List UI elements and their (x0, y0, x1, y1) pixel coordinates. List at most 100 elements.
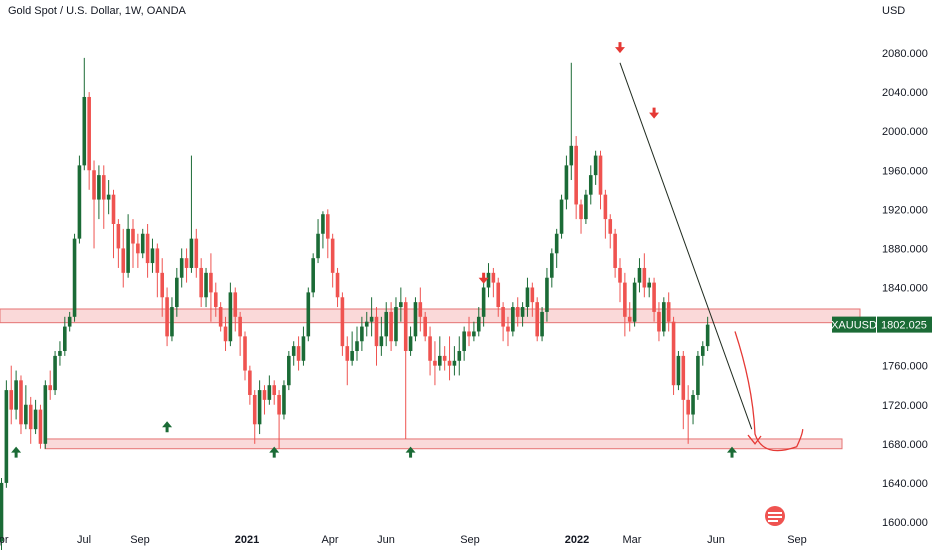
candle-body[interactable] (647, 282, 652, 288)
candle-body[interactable] (662, 302, 666, 332)
candle-body[interactable] (428, 336, 432, 361)
candle-body[interactable] (170, 307, 174, 337)
candle-body[interactable] (350, 351, 354, 361)
candle-body[interactable] (579, 204, 583, 220)
projection-path[interactable] (734, 331, 804, 452)
candle-body[interactable] (423, 316, 427, 337)
candle-body[interactable] (608, 219, 613, 234)
candle-body[interactable] (598, 155, 603, 195)
candle-body[interactable] (277, 394, 281, 415)
candle-body[interactable] (252, 394, 257, 425)
candle-body[interactable] (213, 292, 218, 308)
candle-body[interactable] (525, 287, 530, 308)
candle-body[interactable] (501, 307, 505, 327)
candle-body[interactable] (136, 243, 140, 254)
candle-body[interactable] (140, 233, 145, 254)
candle-body[interactable] (301, 336, 306, 361)
candle-body[interactable] (19, 380, 23, 425)
candle-body[interactable] (418, 302, 423, 317)
candle-body[interactable] (671, 321, 676, 386)
candle-body[interactable] (652, 282, 656, 312)
candle-body[interactable] (321, 214, 325, 234)
candle-body[interactable] (394, 307, 398, 342)
candle-body[interactable] (87, 96, 91, 171)
candle-body[interactable] (623, 282, 627, 317)
candle-body[interactable] (48, 385, 52, 391)
tradingview-logo[interactable] (765, 506, 785, 526)
candle-body[interactable] (233, 292, 238, 317)
candle-body[interactable] (4, 390, 9, 483)
candle-body[interactable] (457, 351, 462, 361)
candle-body[interactable] (379, 336, 384, 347)
candle-body[interactable] (700, 346, 705, 356)
candle-body[interactable] (496, 282, 501, 308)
candle-body[interactable] (340, 297, 345, 347)
candle-body[interactable] (408, 336, 413, 352)
candle-body[interactable] (413, 302, 418, 337)
candle-body[interactable] (452, 360, 457, 366)
candle-body[interactable] (287, 355, 291, 386)
candle-body[interactable] (175, 277, 179, 308)
candle-body[interactable] (311, 258, 315, 293)
candle-body[interactable] (330, 238, 335, 273)
candle-body[interactable] (150, 248, 155, 264)
candle-body[interactable] (335, 272, 340, 298)
candle-body[interactable] (209, 272, 213, 293)
candle-body[interactable] (243, 336, 247, 371)
candle-body[interactable] (262, 390, 267, 400)
candle-body[interactable] (613, 233, 617, 268)
candle-body[interactable] (564, 165, 569, 200)
candle-body[interactable] (476, 316, 481, 332)
candle-body[interactable] (355, 341, 359, 352)
candle-body[interactable] (145, 233, 150, 264)
candle-body[interactable] (184, 258, 189, 268)
candle-body[interactable] (28, 404, 33, 430)
candle-body[interactable] (438, 355, 442, 366)
candle-body[interactable] (316, 233, 320, 259)
candle-body[interactable] (559, 199, 564, 234)
candle-body[interactable] (574, 145, 578, 205)
candle-body[interactable] (369, 316, 374, 322)
candle-body[interactable] (686, 399, 690, 415)
candle-body[interactable] (584, 194, 588, 220)
candle-body[interactable] (666, 302, 671, 322)
candle-body[interactable] (481, 287, 486, 317)
candle-body[interactable] (238, 316, 242, 337)
candle-body[interactable] (550, 253, 554, 278)
candle-body[interactable] (228, 292, 233, 342)
candle-body[interactable] (374, 316, 379, 347)
candle-body[interactable] (82, 96, 87, 166)
candle-body[interactable] (627, 316, 632, 322)
candle-body[interactable] (97, 175, 101, 200)
candle-body[interactable] (53, 355, 57, 391)
candle-body[interactable] (676, 355, 681, 386)
candle-body[interactable] (657, 311, 661, 332)
candle-body[interactable] (486, 272, 491, 288)
candle-body[interactable] (593, 155, 598, 176)
candle-body[interactable] (179, 258, 184, 278)
candle-body[interactable] (160, 272, 165, 298)
candle-body[interactable] (472, 331, 476, 337)
candle-body[interactable] (0, 482, 4, 542)
candle-body[interactable] (325, 214, 330, 239)
candle-body[interactable] (111, 194, 116, 224)
candle-body[interactable] (530, 287, 535, 303)
candle-body[interactable] (364, 321, 369, 327)
candle-body[interactable] (403, 302, 408, 352)
candle-body[interactable] (637, 267, 642, 283)
candle-body[interactable] (554, 233, 559, 254)
candle-body[interactable] (399, 302, 403, 308)
candle-body[interactable] (569, 145, 574, 166)
candle-body[interactable] (520, 307, 525, 317)
candle-body[interactable] (38, 409, 43, 444)
candle-body[interactable] (511, 307, 515, 332)
candle-body[interactable] (291, 346, 296, 356)
candle-body[interactable] (126, 228, 130, 273)
candle-body[interactable] (194, 238, 199, 268)
candle-body[interactable] (345, 346, 350, 361)
candle-body[interactable] (696, 355, 700, 395)
candle-body[interactable] (681, 355, 686, 400)
candle-body[interactable] (545, 277, 549, 312)
candle-body[interactable] (588, 175, 593, 195)
candle-body[interactable] (447, 360, 452, 366)
